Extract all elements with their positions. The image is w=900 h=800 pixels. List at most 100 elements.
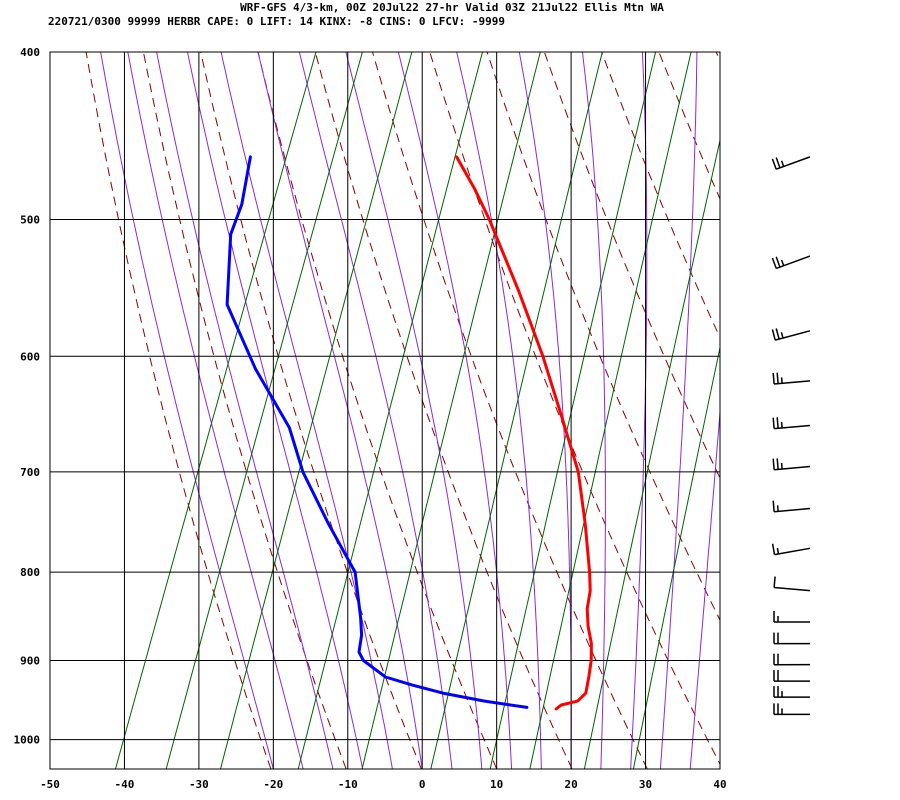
- moist-adiabat-line: [220, 52, 393, 769]
- x-tick-label: -20: [263, 778, 283, 791]
- wind-barb-feather: [771, 543, 776, 555]
- dewpoint-profile-line: [225, 155, 529, 709]
- dry-adiabat-line: [831, 52, 900, 769]
- plot-frame: [49, 51, 721, 770]
- dry-adiabat-line: [543, 52, 720, 480]
- dry-adiabat-line: [257, 52, 498, 769]
- wind-barb: [772, 372, 811, 385]
- moist-adiabat-line: [187, 52, 364, 769]
- wind-barb: [772, 417, 811, 430]
- mixing-ratio-lines: [115, 52, 720, 769]
- wind-barb: [773, 703, 811, 716]
- moist-adiabats: [100, 52, 720, 769]
- wind-barb-feather: [772, 458, 775, 470]
- wind-barb-half-feather: [780, 332, 784, 339]
- dry-adiabat-line: [715, 52, 720, 63]
- moist-adiabat-line: [689, 405, 720, 769]
- dry-adiabat-line: [200, 52, 422, 769]
- wind-barb-feather: [775, 328, 780, 340]
- sounding-profiles: [225, 155, 593, 711]
- x-tick-label: -10: [338, 778, 358, 791]
- y-tick-label: 500: [20, 213, 40, 226]
- dry-adiabat-line: [314, 52, 573, 769]
- moist-adiabat-line: [582, 52, 606, 769]
- y-tick-label: 700: [20, 466, 40, 479]
- dry-adiabat-line: [658, 52, 720, 201]
- wind-barb-half-feather: [780, 160, 785, 167]
- wind-barb-staff: [775, 330, 811, 341]
- moist-adiabat-line: [719, 764, 720, 769]
- wind-barb-staff: [774, 424, 811, 430]
- dry-adiabat-line: [486, 52, 720, 622]
- x-tick-label: -50: [40, 778, 60, 791]
- mixing-ratio-line: [220, 52, 413, 769]
- wind-barb-feather: [772, 417, 775, 429]
- moist-adiabat-line: [257, 52, 423, 769]
- x-tick-label: 20: [564, 778, 577, 791]
- moist-adiabat-line: [659, 52, 698, 769]
- wind-barb: [771, 156, 811, 170]
- temperature-profile-line: [455, 155, 593, 711]
- y-tick-label: 400: [20, 46, 40, 59]
- mixing-ratio-line: [583, 138, 720, 769]
- moist-adiabat-line: [518, 52, 572, 769]
- moist-adiabat-line: [345, 52, 483, 769]
- wind-barb: [771, 255, 811, 270]
- x-tick-label: 10: [490, 778, 503, 791]
- dry-adiabat-line: [372, 52, 648, 769]
- dry-adiabat-line: [601, 52, 720, 339]
- dry-adiabat-line: [429, 52, 720, 766]
- wind-barb-staff: [774, 586, 811, 592]
- dry-adiabat-line: [774, 52, 900, 769]
- grid: [49, 51, 721, 770]
- dry-adiabat-line: [142, 52, 347, 769]
- wind-barb-feather: [773, 576, 776, 588]
- moist-adiabat-line: [127, 52, 304, 769]
- wind-barb-staff: [774, 465, 811, 471]
- axis-ticks: 400 500 600 700 800 900 1000 -50 -40 -30 -20 -10 0 10…: [14, 46, 727, 791]
- y-tick-label: 900: [20, 655, 40, 668]
- chart-title: WRF-GFS 4/3-km, 00Z 20Jul22 27-hr Valid …: [240, 1, 664, 14]
- moist-adiabat-line: [397, 52, 513, 769]
- wind-barbs: [771, 156, 811, 716]
- wind-barb-feather: [771, 158, 777, 170]
- wind-barb-staff: [774, 547, 811, 556]
- wind-barb-staff: [775, 255, 811, 270]
- wind-barb: [772, 500, 811, 513]
- wind-barb: [771, 328, 811, 341]
- y-tick-label: 600: [20, 350, 40, 363]
- wind-barb-half-feather: [780, 421, 783, 428]
- dry-adiabat-line: [85, 52, 272, 769]
- moist-adiabat-line: [456, 52, 542, 769]
- mixing-ratio-line: [115, 52, 317, 769]
- mixing-ratio-line: [529, 52, 692, 769]
- x-tick-label: 0: [419, 778, 426, 791]
- mixing-ratio-line: [489, 52, 657, 769]
- moist-adiabat-line: [100, 52, 274, 769]
- x-tick-label: 30: [639, 778, 652, 791]
- x-tick-label: -40: [115, 778, 135, 791]
- chart-stats: 220721/0300 99999 HERBR CAPE: 0 LIFT: 14…: [48, 15, 505, 28]
- wind-barb: [773, 653, 811, 666]
- wind-barb: [771, 543, 811, 556]
- wind-barb-staff: [774, 507, 811, 513]
- wind-barb-feather: [771, 257, 777, 269]
- wind-barb: [773, 611, 811, 623]
- wind-barb-half-feather: [780, 259, 785, 266]
- wind-barb-feather: [772, 372, 775, 385]
- wind-barb-half-feather: [776, 547, 780, 555]
- wind-barb-feather: [776, 372, 779, 384]
- wind-barb-feather: [771, 329, 776, 341]
- wind-barb-staff: [775, 156, 811, 170]
- mixing-ratio-line: [361, 52, 541, 769]
- wind-barb: [773, 632, 811, 645]
- wind-barb-feather: [775, 157, 781, 169]
- moist-adiabat-line: [298, 52, 453, 769]
- mixing-ratio-line: [430, 52, 603, 769]
- mixing-ratio-line: [165, 52, 363, 769]
- wind-barb: [773, 686, 811, 698]
- dry-adiabats: [85, 52, 900, 769]
- dry-adiabat-line: [888, 52, 900, 769]
- moist-adiabat-line: [630, 52, 648, 769]
